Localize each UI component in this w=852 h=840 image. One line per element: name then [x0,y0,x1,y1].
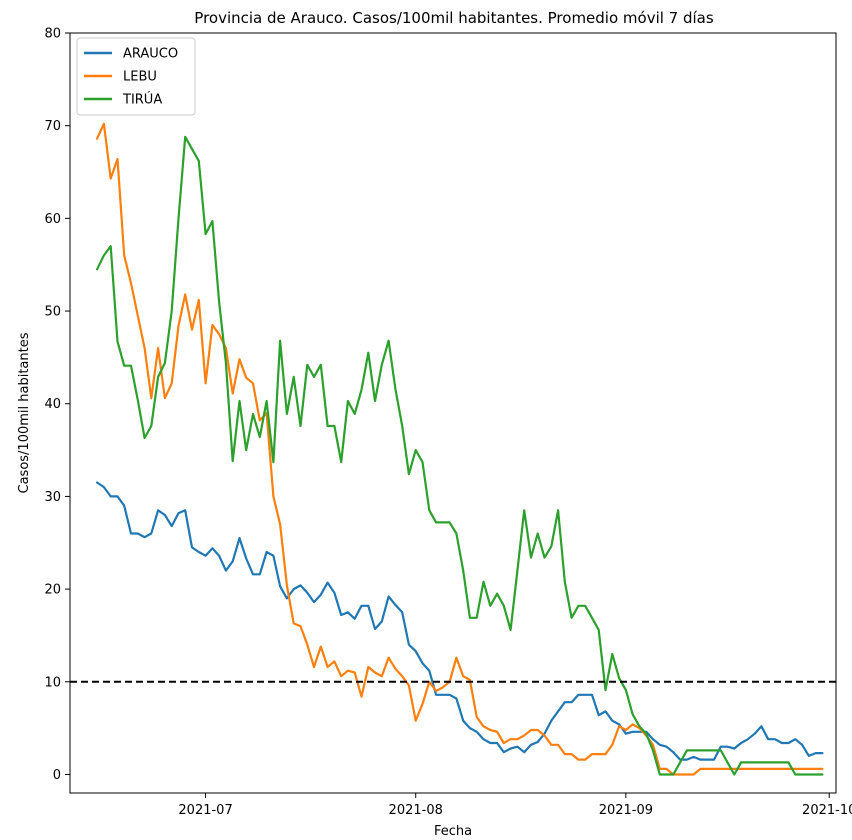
series-line-lebu [95,122,824,776]
y-tick-label: 0 [53,768,61,783]
chart-title: Provincia de Arauco. Casos/100mil habita… [194,9,714,27]
legend-label-tirúa: TIRÚA [122,92,162,108]
y-axis-ticks: 0 10 20 30 40 50 60 70 80 [44,27,70,783]
y-tick-label: 60 [44,212,61,227]
x-axis-ticks: 2021-07 2021-08 2021-09 2021-10 [178,793,852,818]
x-axis-label: Fecha [434,824,472,839]
series-line-arauco [95,481,824,761]
x-tick-label: 2021-07 [178,803,232,818]
y-tick-label: 30 [44,490,61,505]
legend: ARAUCO LEBU TIRÚA [76,37,196,116]
legend-label-lebu: LEBU [123,70,157,85]
legend-label-arauco: ARAUCO [123,47,178,62]
y-tick-label: 10 [44,675,61,690]
plot-area-frame [69,32,837,794]
y-tick-label: 40 [44,397,61,412]
x-tick-label: 2021-10 [802,803,852,818]
y-tick-label: 70 [44,119,61,134]
series-lines [95,122,824,776]
y-axis-label: Casos/100mil habitantes [17,332,32,493]
y-tick-label: 20 [44,583,61,598]
y-tick-label: 50 [44,305,61,320]
x-tick-label: 2021-08 [389,803,443,818]
legend-box [76,37,196,116]
x-tick-label: 2021-09 [599,803,653,818]
y-tick-label: 80 [44,27,61,42]
series-line-tirúa [95,135,824,776]
